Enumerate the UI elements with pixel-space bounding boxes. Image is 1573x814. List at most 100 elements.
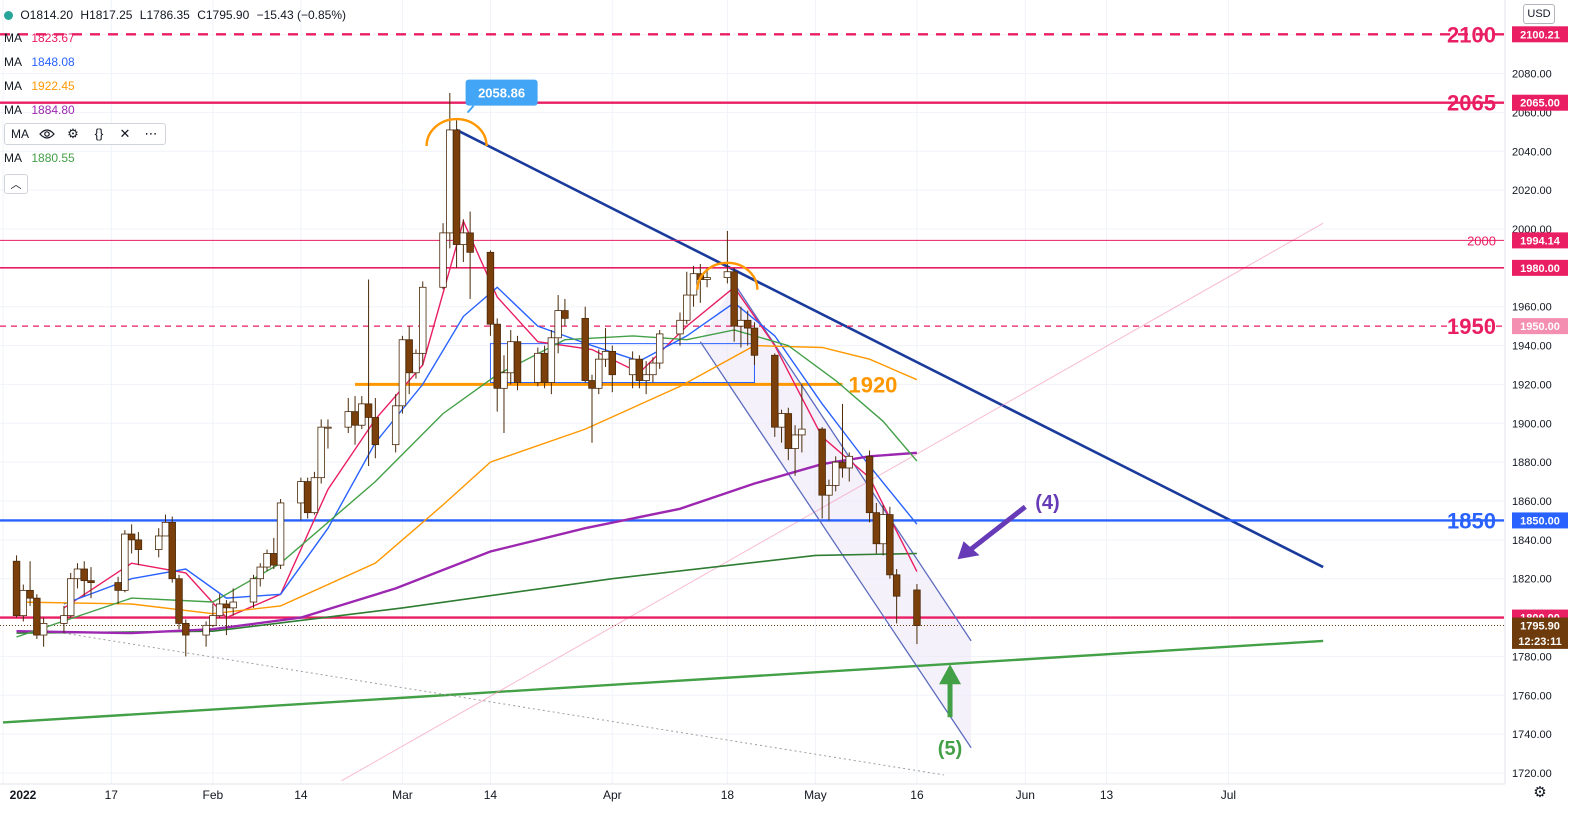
candle[interactable]: [452, 129, 461, 245]
peak-arc-1[interactable]: [696, 261, 759, 290]
candle[interactable]: [832, 461, 840, 486]
candle[interactable]: [554, 310, 562, 339]
candle[interactable]: [182, 623, 190, 636]
trendline-rising-thin[interactable]: [341, 222, 1324, 782]
candle[interactable]: [310, 477, 319, 514]
currency-button[interactable]: USD: [1523, 4, 1555, 24]
candle[interactable]: [26, 589, 34, 599]
candle[interactable]: [222, 603, 231, 609]
candle[interactable]: [879, 514, 887, 545]
candle[interactable]: [19, 589, 28, 617]
gear-icon[interactable]: ⚙: [67, 126, 79, 141]
candle[interactable]: [845, 455, 853, 469]
close-icon[interactable]: ✕: [119, 126, 131, 141]
candle[interactable]: [276, 502, 285, 566]
trendline-downtrend[interactable]: [456, 128, 1324, 569]
candle[interactable]: [33, 597, 41, 636]
candle[interactable]: [419, 286, 427, 354]
candle[interactable]: [608, 350, 616, 376]
candle[interactable]: [500, 372, 508, 389]
candle[interactable]: [595, 358, 603, 389]
candle[interactable]: [771, 354, 779, 428]
ma-row-1[interactable]: MA 1823.67: [4, 26, 350, 50]
candle[interactable]: [215, 603, 224, 617]
candle[interactable]: [513, 341, 522, 383]
candle[interactable]: [134, 539, 143, 550]
candle[interactable]: [364, 403, 373, 418]
candle[interactable]: [256, 566, 264, 580]
candle[interactable]: [459, 232, 468, 245]
candle[interactable]: [371, 417, 380, 446]
candle[interactable]: [80, 568, 88, 582]
candle[interactable]: [412, 352, 420, 374]
candle[interactable]: [127, 533, 136, 541]
candle[interactable]: [655, 333, 664, 364]
candle[interactable]: [155, 535, 163, 550]
ma-row-4[interactable]: MA 1884.80: [4, 98, 350, 122]
candle[interactable]: [303, 481, 312, 514]
candle[interactable]: [547, 337, 556, 383]
candle[interactable]: [750, 327, 759, 356]
candle[interactable]: [628, 358, 637, 376]
trendline-uptrend-support[interactable]: [2, 639, 1324, 724]
candle[interactable]: [737, 319, 745, 327]
candle[interactable]: [588, 380, 596, 389]
candle[interactable]: [439, 232, 447, 288]
candle[interactable]: [175, 578, 183, 624]
candle[interactable]: [784, 413, 793, 449]
eye-icon[interactable]: [39, 126, 55, 142]
candle[interactable]: [493, 323, 501, 389]
candle[interactable]: [391, 405, 400, 446]
candle[interactable]: [507, 341, 515, 374]
candle[interactable]: [892, 574, 901, 597]
candle[interactable]: [317, 426, 325, 479]
candle[interactable]: [202, 624, 210, 636]
candle[interactable]: [791, 434, 799, 449]
candle[interactable]: [398, 339, 407, 407]
peak-arc-0[interactable]: [425, 117, 488, 147]
candle[interactable]: [723, 271, 732, 278]
candle[interactable]: [683, 294, 691, 321]
braces-icon[interactable]: {}: [94, 126, 104, 141]
candle[interactable]: [114, 582, 122, 591]
candle[interactable]: [12, 560, 21, 617]
candle[interactable]: [913, 589, 921, 626]
candle[interactable]: [87, 580, 95, 584]
candle[interactable]: [209, 615, 217, 626]
candle[interactable]: [249, 578, 258, 603]
candle[interactable]: [73, 568, 82, 580]
candle[interactable]: [649, 362, 657, 376]
candle[interactable]: [168, 521, 176, 580]
candle[interactable]: [798, 428, 806, 436]
candle[interactable]: [601, 350, 610, 360]
gear-icon[interactable]: ⚙: [1533, 784, 1547, 801]
ma-row-5-toolbar[interactable]: MA ⚙ {} ✕ ⋯: [4, 122, 350, 146]
candle[interactable]: [872, 512, 881, 545]
candle[interactable]: [730, 271, 738, 327]
candle[interactable]: [818, 428, 826, 496]
candle[interactable]: [351, 411, 359, 426]
candle[interactable]: [297, 481, 305, 504]
candle[interactable]: [324, 426, 332, 429]
candle[interactable]: [270, 553, 278, 566]
candle[interactable]: [886, 514, 894, 576]
ma-row-2[interactable]: MA 1848.08: [4, 50, 350, 74]
candle[interactable]: [263, 553, 271, 568]
candle[interactable]: [540, 352, 549, 383]
candle[interactable]: [358, 403, 366, 426]
candle[interactable]: [635, 358, 644, 381]
more-icon[interactable]: ⋯: [144, 126, 158, 141]
candle[interactable]: [344, 411, 352, 428]
candle[interactable]: [676, 319, 684, 335]
candle[interactable]: [446, 129, 454, 234]
candle[interactable]: [486, 251, 495, 325]
candle[interactable]: [865, 455, 874, 514]
peak-price-bubble[interactable]: [465, 79, 538, 106]
candle[interactable]: [642, 374, 650, 381]
ma-row-3[interactable]: MA 1922.45: [4, 74, 350, 98]
ma-row-5[interactable]: MA 1880.55: [4, 146, 350, 170]
candle[interactable]: [777, 413, 786, 428]
candle[interactable]: [405, 339, 413, 374]
